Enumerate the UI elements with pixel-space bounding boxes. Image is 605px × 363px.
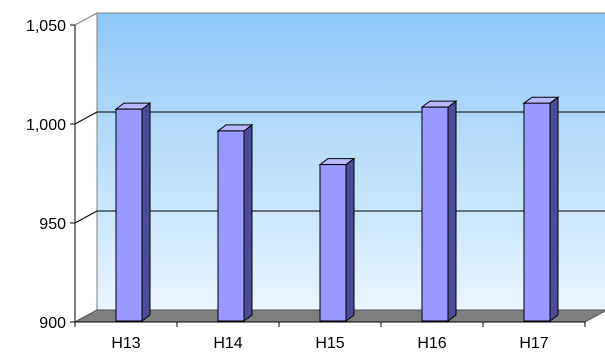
bar (522, 96, 560, 322)
bar-side (447, 100, 457, 322)
bars (114, 96, 560, 322)
bar (114, 102, 152, 322)
bar (216, 123, 254, 322)
bar-front (319, 164, 347, 322)
x-tick-label: H14 (213, 335, 242, 352)
y-axis-ticks: 900 950 1,000 1,050 (26, 18, 75, 332)
side-wall (74, 12, 98, 323)
y-tick-label: 1,000 (26, 117, 66, 134)
y-tick-label: 1,050 (26, 18, 66, 35)
x-tick-label: H15 (315, 335, 344, 352)
bar-front (523, 102, 551, 322)
gridline-depth (74, 210, 98, 224)
bar-side (345, 157, 355, 322)
bar-front (217, 130, 245, 322)
bar (318, 157, 356, 322)
bar-side (243, 123, 253, 322)
y-tick-label: 900 (39, 315, 66, 332)
bar-side (141, 102, 151, 322)
bar-side (549, 96, 559, 322)
x-axis-ticks: H13 H14 H15 H16 H17 (74, 322, 586, 352)
bar-front (421, 106, 449, 322)
gridline-depth (74, 111, 98, 125)
x-tick-label: H16 (417, 335, 446, 352)
y-tick-label: 950 (39, 216, 66, 233)
x-tick-label: H13 (111, 335, 140, 352)
bar (420, 100, 458, 322)
x-tick-label: H17 (519, 335, 548, 352)
bar-front (115, 108, 143, 322)
